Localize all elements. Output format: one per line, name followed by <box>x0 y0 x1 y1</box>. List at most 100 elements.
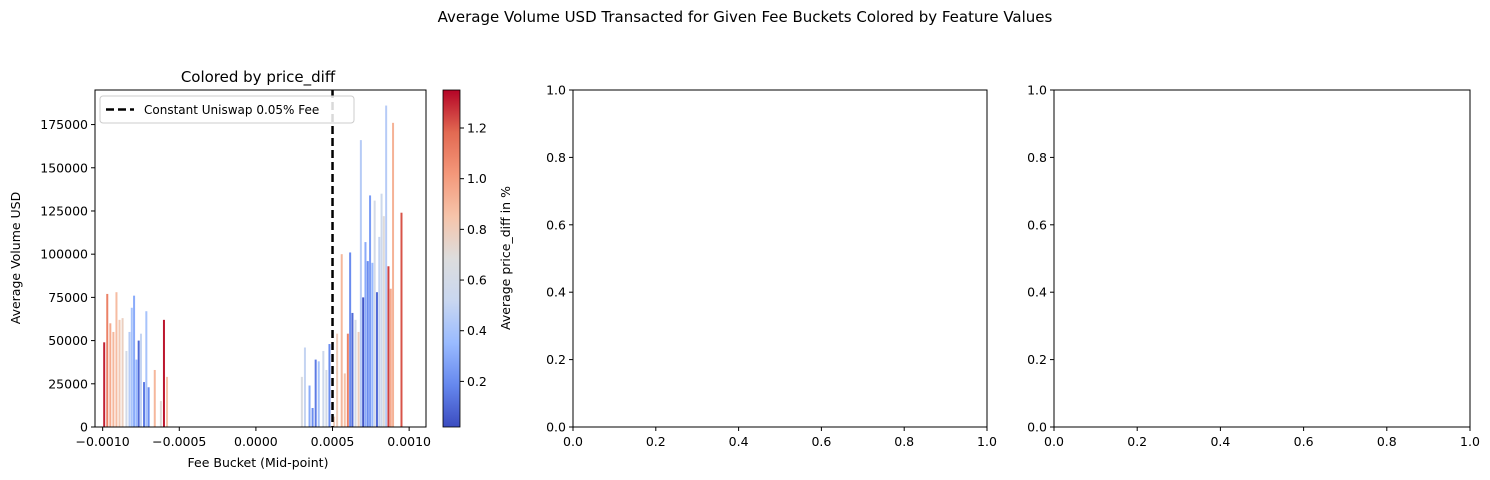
y-tick-label: 0.2 <box>1027 352 1047 367</box>
colorbar-tick-label: 0.4 <box>467 323 487 338</box>
bar <box>362 297 365 427</box>
bar <box>387 266 390 427</box>
x-tick-label: 0.4 <box>729 434 749 449</box>
x-tick-label: 0.6 <box>1294 434 1314 449</box>
x-tick-label: 0.8 <box>1377 434 1397 449</box>
y-tick-label: 0.6 <box>546 217 566 232</box>
chart-title: Colored by price_diff <box>181 68 336 87</box>
bar <box>328 344 331 427</box>
bar <box>153 369 156 427</box>
bar <box>369 195 372 427</box>
plot-frame <box>94 89 427 428</box>
bar <box>103 342 106 427</box>
bar <box>325 369 328 427</box>
bar <box>109 323 112 427</box>
bar <box>145 311 148 427</box>
plot-frame <box>572 89 988 428</box>
x-tick-label: 0.0000 <box>234 434 278 449</box>
bar <box>336 333 339 427</box>
bar <box>137 340 140 427</box>
y-tick-label: 0.4 <box>1027 285 1047 300</box>
bar <box>333 416 336 427</box>
colorbar-ticks: 0.2 0.4 0.6 0.8 1.0 1.2 <box>460 121 487 389</box>
bar <box>400 212 403 427</box>
x-tick-label: 1.0 <box>1460 434 1480 449</box>
y-tick-label: 125000 <box>40 203 88 218</box>
bar <box>162 319 165 427</box>
legend-entry: Constant Uniswap 0.05% Fee <box>144 103 319 117</box>
bar <box>121 318 124 427</box>
x-axis-label: Fee Bucket (Mid-point) <box>188 455 329 470</box>
bar <box>133 295 136 427</box>
colorbar: 0.2 0.4 0.6 0.8 1.0 1.2 Average price_diff in… <box>442 89 513 428</box>
panel-empty-2: 0.0 0.2 0.4 0.6 0.8 1.0 0.0 0.2 0.4 0.6 0.8 1.0 <box>546 83 997 450</box>
bar <box>375 292 378 427</box>
y-tick-label: 100000 <box>40 247 88 262</box>
y-axis-ticks: 0 25000 50000 75000 100000 125000 150000 175000 <box>40 117 95 435</box>
bar-series <box>103 105 403 428</box>
bar <box>147 387 150 427</box>
y-tick-label: 0.8 <box>546 150 566 165</box>
bar <box>382 216 385 427</box>
bar <box>303 347 306 427</box>
bar <box>322 350 325 427</box>
y-tick-label: 0.8 <box>1027 150 1047 165</box>
y-tick-label: 0.2 <box>546 352 566 367</box>
y-tick-label: 0.4 <box>546 285 566 300</box>
x-tick-label: 0.0 <box>563 434 583 449</box>
bar <box>115 292 118 427</box>
colorbar-tick-label: 0.6 <box>467 273 487 288</box>
y-tick-label: 0 <box>80 420 88 435</box>
y-tick-label: 0.6 <box>1027 217 1047 232</box>
bar <box>125 350 128 427</box>
bar <box>311 407 314 427</box>
bar <box>373 200 376 427</box>
figure-suptitle: Average Volume USD Transacted for Given … <box>438 8 1053 26</box>
panel-empty-3: 0.0 0.2 0.4 0.6 0.8 1.0 0.0 0.2 0.4 0.6 0.8 1.0 <box>1027 83 1480 450</box>
bar <box>159 401 162 427</box>
x-tick-label: 0.2 <box>646 434 666 449</box>
bar <box>343 373 346 427</box>
y-tick-label: 150000 <box>40 160 88 175</box>
y-axis-label: Average Volume USD <box>8 192 23 324</box>
axis-ticks: 0.0 0.2 0.4 0.6 0.8 1.0 0.0 0.2 0.4 0.6 0.8 1.0 <box>1027 83 1480 450</box>
y-tick-label: 0.0 <box>546 420 566 435</box>
panel-price-diff: Colored by price_diff −0.0010 −0.0005 0.00… <box>8 68 513 470</box>
x-tick-label: 0.8 <box>894 434 914 449</box>
colorbar-tick-label: 1.2 <box>467 121 487 136</box>
y-tick-label: 75000 <box>48 290 88 305</box>
axis-ticks: 0.0 0.2 0.4 0.6 0.8 1.0 0.0 0.2 0.4 0.6 0.8 1.0 <box>546 83 997 450</box>
y-tick-label: 1.0 <box>1027 83 1047 98</box>
x-tick-label: 0.6 <box>811 434 831 449</box>
bar <box>346 333 349 427</box>
colorbar-tick-label: 1.0 <box>467 171 487 186</box>
x-tick-label: 0.0 <box>1044 434 1064 449</box>
x-tick-label: 1.0 <box>977 434 997 449</box>
bar <box>392 122 395 427</box>
legend-box <box>99 95 355 124</box>
x-tick-label: 0.2 <box>1127 434 1147 449</box>
bar <box>112 331 115 427</box>
bar <box>357 331 360 427</box>
colorbar-gradient <box>442 89 461 428</box>
bar <box>349 252 352 427</box>
bar <box>308 385 311 427</box>
y-tick-label: 175000 <box>40 117 88 132</box>
legend: Constant Uniswap 0.05% Fee <box>99 95 355 124</box>
bar <box>380 193 383 427</box>
colorbar-tick-label: 0.8 <box>467 222 487 237</box>
y-tick-label: 50000 <box>48 333 88 348</box>
x-axis-ticks: −0.0010 −0.0005 0.0000 0.0005 0.0010 <box>76 427 431 449</box>
y-tick-label: 1.0 <box>546 83 566 98</box>
plot-frame <box>1053 89 1471 428</box>
y-tick-label: 0.0 <box>1027 420 1047 435</box>
colorbar-label: Average price_diff in % <box>498 186 513 330</box>
bar <box>300 376 303 427</box>
x-tick-label: 0.0010 <box>387 434 431 449</box>
colorbar-tick-label: 0.2 <box>467 374 487 389</box>
bar <box>106 293 109 427</box>
bar <box>317 361 320 427</box>
x-tick-label: 0.4 <box>1210 434 1230 449</box>
bar <box>314 359 317 427</box>
